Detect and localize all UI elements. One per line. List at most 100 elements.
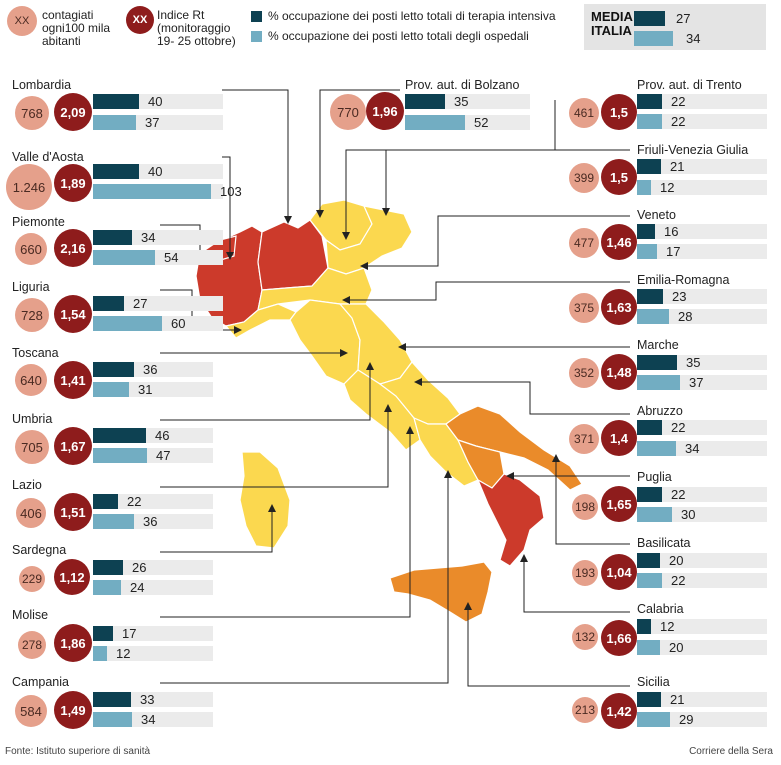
hosp-fill <box>93 382 129 397</box>
region-name: Lombardia <box>12 78 72 92</box>
icu-value: 21 <box>670 159 685 174</box>
national-hosp-value: 34 <box>686 31 701 46</box>
hosp-value: 28 <box>678 309 693 324</box>
rt-circle: 1,86 <box>54 624 92 662</box>
icu-fill <box>93 692 131 707</box>
icu-bar: 22 <box>637 94 767 109</box>
national-icu-fill <box>634 11 665 26</box>
region-name: Piemonte <box>12 215 65 229</box>
icu-fill <box>637 289 663 304</box>
rt-circle: 1,89 <box>54 164 92 202</box>
region-name: Lazio <box>12 478 42 492</box>
cases-circle: 584 <box>15 695 47 727</box>
national-icu-bar: 27 <box>634 11 754 26</box>
cases-circle: 1.246 <box>6 164 52 210</box>
icu-fill <box>637 619 651 634</box>
hosp-value: 31 <box>138 382 153 397</box>
icu-value: 46 <box>155 428 170 443</box>
legend-cases-label: contagiati ogni100 mila abitanti <box>42 8 111 48</box>
hosp-bar: 47 <box>93 448 213 463</box>
rt-circle: 1,96 <box>366 92 404 130</box>
hosp-value: 60 <box>171 316 186 331</box>
hosp-value: 20 <box>669 640 684 655</box>
hosp-fill <box>637 309 669 324</box>
cases-circle: 705 <box>15 430 49 464</box>
rt-circle: 1,41 <box>54 361 92 399</box>
icu-value: 33 <box>140 692 155 707</box>
hosp-bar: 34 <box>637 441 767 456</box>
icu-fill <box>93 428 146 443</box>
icu-bar: 22 <box>637 420 767 435</box>
region-name: Veneto <box>637 208 676 222</box>
region-name: Umbria <box>12 412 53 426</box>
icu-value: 36 <box>143 362 158 377</box>
hosp-fill <box>93 316 162 331</box>
hosp-fill <box>405 115 465 130</box>
cases-circle: 660 <box>15 233 47 265</box>
hosp-bar: 24 <box>93 580 213 595</box>
region-name: Friuli-Venezia Giulia <box>637 143 749 157</box>
hosp-bar: 22 <box>637 573 767 588</box>
hosp-fill <box>93 646 107 661</box>
rt-circle: 1,12 <box>54 559 90 595</box>
rt-circle: 1,65 <box>601 486 637 522</box>
hosp-fill <box>637 507 672 522</box>
rt-circle: 1,4 <box>601 420 637 456</box>
icu-fill <box>637 692 661 707</box>
cases-circle: 770 <box>330 94 366 130</box>
legend-rt-circle: XX <box>126 6 154 34</box>
hosp-value: 29 <box>679 712 694 727</box>
rt-circle: 1,5 <box>601 94 637 130</box>
icu-bar: 22 <box>93 494 213 509</box>
region-name: Valle d'Aosta <box>12 150 84 164</box>
hosp-value: 103 <box>220 184 242 199</box>
hosp-bar: 29 <box>637 712 767 727</box>
hosp-bar: 37 <box>637 375 767 390</box>
icu-value: 20 <box>669 553 684 568</box>
region-name: Calabria <box>637 602 684 616</box>
icu-bar: 35 <box>405 94 530 109</box>
hosp-value: 36 <box>143 514 158 529</box>
map-region-calabria <box>476 473 545 567</box>
region-name: Sicilia <box>637 675 670 689</box>
icu-fill <box>637 355 677 370</box>
region-name: Sardegna <box>12 543 67 557</box>
region-name: Puglia <box>637 470 672 484</box>
legend-icu-label: % occupazione dei posti letto totali di … <box>268 9 556 23</box>
hosp-value: 24 <box>130 580 145 595</box>
icu-bar: 22 <box>637 487 767 502</box>
icu-bar: 40 <box>93 94 223 109</box>
icu-fill <box>637 94 662 109</box>
rt-circle: 1,42 <box>601 693 637 729</box>
hosp-bar: 22 <box>637 114 767 129</box>
region-name: Liguria <box>12 280 50 294</box>
cases-circle: 399 <box>569 163 599 193</box>
cases-circle: 768 <box>15 96 49 130</box>
hosp-fill <box>93 250 155 265</box>
cases-circle: 371 <box>569 424 599 454</box>
rt-circle: 2,09 <box>54 93 92 131</box>
cases-circle: 229 <box>19 566 45 592</box>
hosp-fill <box>637 114 662 129</box>
icu-bar: 21 <box>637 692 767 707</box>
hosp-value: 37 <box>145 115 160 130</box>
rt-circle: 1,49 <box>54 691 92 729</box>
national-average-label: MEDIA ITALIA <box>591 9 633 38</box>
icu-value: 22 <box>127 494 142 509</box>
icu-bar: 35 <box>637 355 767 370</box>
icu-value: 26 <box>132 560 147 575</box>
legend-cases-circle: XX <box>7 6 37 36</box>
hosp-fill <box>93 514 134 529</box>
cases-circle: 461 <box>569 98 599 128</box>
cases-circle: 352 <box>569 358 599 388</box>
icu-value: 40 <box>148 164 163 179</box>
icu-value: 34 <box>141 230 156 245</box>
cases-circle: 193 <box>572 560 598 586</box>
cases-circle: 278 <box>18 631 46 659</box>
icu-fill <box>93 494 118 509</box>
icu-fill <box>93 626 113 641</box>
map-region-sardegna <box>239 451 291 549</box>
hosp-bar: 37 <box>93 115 223 130</box>
icu-bar: 40 <box>93 164 223 179</box>
